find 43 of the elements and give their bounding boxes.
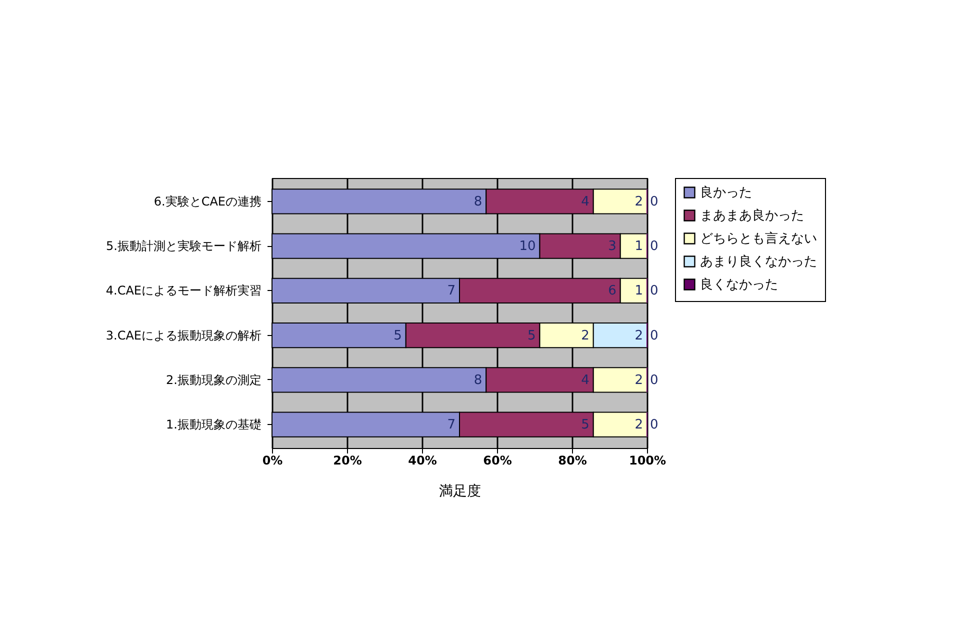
annotation: 7 (447, 418, 456, 433)
annotation: 2 (581, 328, 590, 344)
annotation: 1 (634, 239, 643, 254)
x-tick-label: 20% (333, 454, 362, 468)
x-tick-label: 100% (628, 454, 666, 468)
x-tick-label: 80% (558, 454, 587, 468)
y-tick-label: 1.振動現象の基礎 (166, 418, 262, 432)
y-tick-label: 4.CAEによるモード解析実習 (106, 284, 262, 298)
annotation: 5 (394, 328, 402, 344)
y-tick-label: 2.振動現象の測定 (166, 372, 262, 387)
annotation: 8 (474, 194, 482, 210)
x-axis-title: 満足度 (439, 484, 481, 500)
annotation: 0 (650, 284, 658, 299)
x-tick-label: 60% (483, 454, 512, 468)
y-tick-label: 3.CAEによる振動現象の解析 (106, 328, 262, 342)
annotation: 2 (634, 418, 643, 433)
legend-label: 良かった (700, 186, 752, 200)
annotation: 1 (634, 284, 643, 299)
x-tick-label: 40% (408, 454, 437, 468)
annotation: 2 (634, 372, 643, 388)
annotation: 8 (474, 372, 482, 388)
annotation: 4 (581, 194, 590, 210)
legend-label: まあまあ良かった (700, 208, 804, 224)
annotation: 0 (650, 239, 658, 254)
annotation: 0 (650, 372, 658, 388)
annotation: 5 (527, 328, 536, 344)
annotation: 10 (519, 239, 536, 254)
x-tick-label: 0% (262, 454, 283, 468)
annotation: 3 (608, 239, 616, 254)
annotation: 4 (581, 372, 590, 388)
annotation: 2 (634, 328, 643, 344)
annotation: 0 (650, 194, 658, 210)
annotation: 2 (634, 194, 643, 210)
annotation: 0 (650, 328, 658, 344)
legend-label: 良くなかった (700, 278, 778, 292)
y-tick-label: 6.実験とCAEの連携 (154, 194, 262, 208)
legend-label: どちらとも言えない (700, 230, 817, 246)
annotation: 5 (581, 418, 590, 433)
annotation: 6 (608, 284, 616, 299)
annotation: 7 (447, 284, 456, 299)
y-tick-label: 5.振動計測と実験モード解析 (106, 239, 262, 254)
annotation: 0 (650, 418, 658, 433)
legend-label: あまり良くなかった (700, 254, 817, 270)
